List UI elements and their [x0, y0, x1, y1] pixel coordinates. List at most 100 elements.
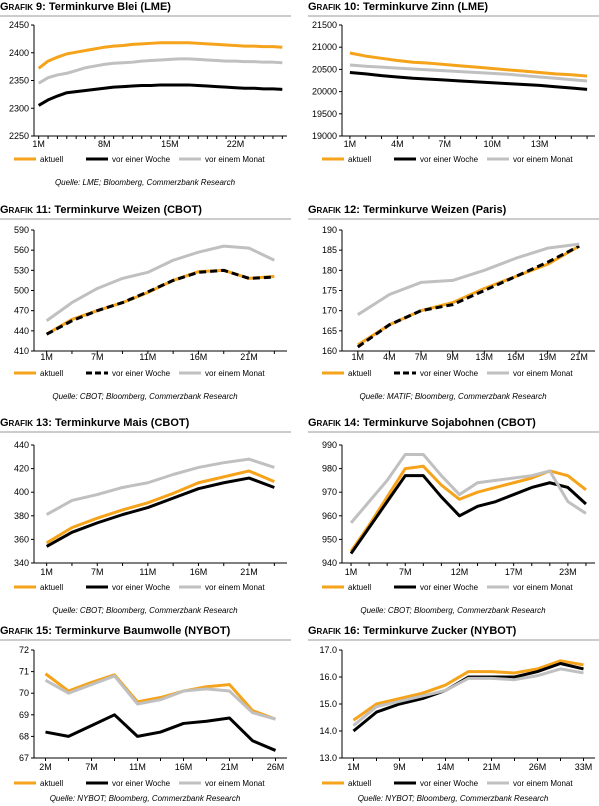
- y-tick-label: 420: [14, 464, 29, 474]
- chart-title: Grafik 13: Terminkurve Mais (CBOT): [0, 417, 190, 429]
- x-tick-label: 16M: [190, 352, 208, 362]
- y-tick-label: 980: [322, 464, 337, 474]
- y-tick-label: 340: [14, 558, 29, 568]
- chart-title-text: Terminkurve Weizen (CBOT): [54, 204, 202, 216]
- legend-label: vor einer Woche: [420, 369, 479, 378]
- series-line: [45, 713, 277, 752]
- x-tick-label: 15M: [161, 139, 179, 149]
- chart-title: Grafik 16: Terminkurve Zucker (NYBOT): [308, 625, 517, 637]
- x-tick-label: 16M: [507, 352, 525, 362]
- y-tick-label: 2400: [9, 48, 29, 58]
- source-note: Quelle: CBOT; Bloomberg, Commerzbank Res…: [52, 606, 238, 615]
- x-tick-label: 21M: [221, 762, 239, 772]
- chart-label: Grafik 11:: [0, 204, 51, 216]
- y-tick-label: 470: [14, 306, 29, 316]
- series-line: [357, 242, 580, 316]
- y-tick-label: 2250: [9, 131, 29, 141]
- y-tick-label: 2350: [9, 76, 29, 86]
- chart-label: Grafik 16:: [308, 625, 360, 637]
- x-tick-label: 13M: [476, 352, 494, 362]
- y-tick-label: 68: [19, 731, 29, 741]
- x-tick-label: 1M: [40, 352, 53, 362]
- legend-label: vor einem Monat: [513, 779, 573, 788]
- chart-label: Grafik 15:: [0, 625, 52, 637]
- chart-title-text: Terminkurve Baumwolle (NYBOT): [55, 625, 231, 637]
- x-tick-label: 7M: [415, 352, 428, 362]
- y-tick-label: 165: [322, 326, 337, 336]
- y-tick-label: 440: [14, 326, 29, 336]
- y-tick-label: 72: [19, 645, 29, 655]
- x-tick-label: 1M: [344, 139, 357, 149]
- y-tick-label: 590: [14, 225, 29, 235]
- x-tick-label: 21M: [483, 762, 501, 772]
- chart-title-text: Terminkurve Weizen (Paris): [363, 204, 507, 216]
- legend-label: vor einem Monat: [205, 583, 265, 592]
- legend-label: vor einer Woche: [112, 155, 171, 164]
- y-tick-label: 950: [322, 534, 337, 544]
- chart-label: Grafik 10:: [308, 1, 360, 13]
- x-tick-label: 26M: [267, 762, 285, 772]
- y-tick-label: 400: [14, 487, 29, 497]
- y-tick-label: 67: [19, 753, 29, 763]
- series-line: [356, 244, 580, 349]
- y-tick-label: 15.0: [319, 699, 337, 709]
- chart-title: Grafik 11: Terminkurve Weizen (CBOT): [0, 204, 202, 216]
- y-tick-label: 970: [322, 487, 337, 497]
- series-line: [349, 71, 588, 91]
- legend-label: vor einem Monat: [513, 369, 573, 378]
- y-tick-label: 380: [14, 511, 29, 521]
- y-tick-label: 19000: [312, 131, 337, 141]
- x-tick-label: 1M: [347, 762, 360, 772]
- series-line: [44, 674, 276, 721]
- y-tick-label: 440: [14, 440, 29, 450]
- y-tick-label: 960: [322, 511, 337, 521]
- chart-label: Grafik 14:: [308, 417, 360, 429]
- x-tick-label: 1M: [32, 139, 45, 149]
- chart-title-text: Terminkurve Blei (LME): [49, 1, 171, 13]
- chart-title-text: Terminkurve Zinn (LME): [363, 1, 488, 13]
- y-tick-label: 69: [19, 710, 29, 720]
- legend-label: aktuell: [348, 779, 371, 788]
- series-line: [37, 83, 283, 107]
- legend-label: vor einem Monat: [205, 779, 265, 788]
- legend-label: aktuell: [348, 155, 371, 164]
- y-tick-label: 170: [322, 306, 337, 316]
- legend-label: vor einer Woche: [112, 369, 171, 378]
- chart-title-text: Terminkurve Sojabohnen (CBOT): [363, 417, 536, 429]
- y-tick-label: 500: [14, 286, 29, 296]
- series-line: [349, 63, 588, 83]
- x-tick-label: 16M: [175, 762, 193, 772]
- y-tick-label: 16.0: [319, 672, 337, 682]
- y-tick-label: 180: [322, 265, 337, 275]
- legend-label: vor einer Woche: [420, 583, 479, 592]
- chart-title: Grafik 14: Terminkurve Sojabohnen (CBOT): [308, 417, 536, 429]
- series-line: [349, 474, 587, 555]
- chart-title: Grafik 15: Terminkurve Baumwolle (NYBOT): [0, 625, 231, 637]
- x-tick-label: 21M: [240, 567, 258, 577]
- y-tick-label: 14.0: [319, 726, 337, 736]
- y-tick-label: 20500: [312, 64, 337, 74]
- x-tick-label: 21M: [570, 352, 588, 362]
- legend-label: aktuell: [40, 779, 63, 788]
- y-tick-label: 560: [14, 245, 29, 255]
- x-tick-label: 11M: [139, 352, 156, 362]
- x-tick-label: 26M: [529, 762, 547, 772]
- y-tick-label: 2300: [9, 103, 29, 113]
- y-tick-label: 410: [14, 346, 29, 356]
- chart-label: Grafik 13:: [0, 417, 52, 429]
- series-line: [45, 268, 275, 336]
- series-line: [349, 464, 587, 553]
- x-tick-label: 33M: [575, 762, 593, 772]
- y-tick-label: 185: [322, 245, 337, 255]
- y-tick-label: 13.0: [319, 753, 337, 763]
- series-line: [45, 244, 275, 322]
- y-tick-label: 360: [14, 534, 29, 544]
- x-tick-label: 22M: [227, 139, 245, 149]
- series-line: [357, 244, 580, 347]
- chart-title: Grafik 9: Terminkurve Blei (LME): [0, 1, 171, 13]
- x-tick-label: 8M: [98, 139, 111, 149]
- y-tick-label: 160: [322, 346, 337, 356]
- x-tick-label: 9M: [393, 762, 406, 772]
- y-tick-label: 990: [322, 440, 337, 450]
- series-line: [45, 476, 275, 548]
